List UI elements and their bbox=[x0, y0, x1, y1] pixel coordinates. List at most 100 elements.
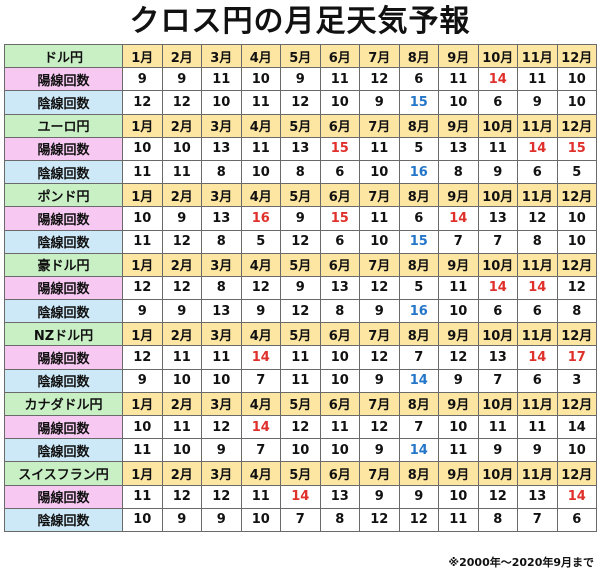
month-header-cell: 8月 bbox=[398, 113, 439, 138]
negative-value-cell: 8 bbox=[319, 507, 360, 532]
negative-value-cell: 8 bbox=[438, 159, 479, 185]
month-header-cell: 11月 bbox=[517, 43, 558, 69]
negative-value-cell: 9 bbox=[359, 438, 400, 463]
positive-value-cell: 11 bbox=[477, 136, 518, 161]
positive-value-cell: 13 bbox=[201, 136, 242, 161]
positive-label-cell: 陽線回数 bbox=[4, 67, 123, 92]
negative-value-cell: 7 bbox=[477, 368, 518, 393]
positive-value-cell: 12 bbox=[240, 275, 281, 301]
positive-value-cell: 14 bbox=[517, 136, 558, 161]
negative-value-cell: 6 bbox=[517, 368, 558, 393]
negative-value-cell: 9 bbox=[477, 438, 518, 463]
month-header-cell: 11月 bbox=[517, 252, 558, 277]
negative-value-cell: 8 bbox=[201, 159, 242, 185]
month-header-cell: 7月 bbox=[359, 252, 400, 277]
month-header-cell: 8月 bbox=[398, 391, 439, 417]
negative-count-row: 陰線回数 9 10 10 7 11 10 9 14 9 7 6 3 bbox=[4, 368, 597, 393]
month-header-cell: 12月 bbox=[556, 43, 597, 69]
positive-value-cell: 12 bbox=[359, 414, 400, 440]
negative-value-cell: 8 bbox=[319, 299, 360, 324]
positive-value-cell: 14 bbox=[517, 345, 558, 370]
pair-name-cell: カナダドル円 bbox=[4, 391, 123, 417]
negative-value-cell: 7 bbox=[240, 368, 281, 393]
negative-value-cell: 8 bbox=[556, 299, 597, 324]
negative-value-cell: 11 bbox=[240, 90, 281, 115]
negative-value-cell: 13 bbox=[201, 299, 242, 324]
month-header-cell: 1月 bbox=[122, 461, 163, 486]
negative-value-cell: 12 bbox=[161, 90, 202, 115]
positive-value-cell: 13 bbox=[477, 345, 518, 370]
negative-value-cell: 8 bbox=[280, 159, 321, 185]
month-header-cell: 3月 bbox=[201, 113, 242, 138]
positive-value-cell: 9 bbox=[122, 67, 163, 92]
negative-value-cell: 12 bbox=[161, 229, 202, 254]
positive-value-cell: 11 bbox=[161, 345, 202, 370]
negative-value-cell: 10 bbox=[201, 90, 242, 115]
negative-value-cell: 10 bbox=[319, 368, 360, 393]
positive-value-cell: 16 bbox=[240, 206, 281, 231]
positive-value-cell: 11 bbox=[161, 414, 202, 440]
month-header-cell: 5月 bbox=[280, 461, 321, 486]
positive-value-cell: 10 bbox=[240, 67, 281, 92]
month-header-cell: 4月 bbox=[240, 43, 281, 69]
month-header-cell: 3月 bbox=[201, 322, 242, 347]
month-header-cell: 3月 bbox=[201, 43, 242, 69]
negative-value-cell: 9 bbox=[122, 368, 163, 393]
negative-value-cell: 6 bbox=[477, 90, 518, 115]
month-header-cell: 2月 bbox=[161, 391, 202, 417]
footnote: ※2000年～2020年9月まで bbox=[448, 556, 594, 569]
positive-value-cell: 14 bbox=[517, 275, 558, 301]
negative-value-cell: 9 bbox=[438, 368, 479, 393]
month-header-cell: 12月 bbox=[556, 183, 597, 208]
month-header-cell: 2月 bbox=[161, 461, 202, 486]
negative-value-cell: 10 bbox=[556, 438, 597, 463]
positive-value-cell: 11 bbox=[359, 206, 400, 231]
positive-value-cell: 7 bbox=[398, 345, 439, 370]
pair-name-cell: ポンド円 bbox=[4, 183, 123, 208]
negative-value-cell: 6 bbox=[319, 159, 360, 185]
month-header-cell: 7月 bbox=[359, 183, 400, 208]
month-header-cell: 3月 bbox=[201, 391, 242, 417]
positive-value-cell: 12 bbox=[477, 484, 518, 509]
month-header-cell: 5月 bbox=[280, 43, 321, 69]
month-header-cell: 1月 bbox=[122, 183, 163, 208]
month-header-cell: 3月 bbox=[201, 183, 242, 208]
positive-count-row: 陽線回数 10 10 13 11 13 15 11 5 13 11 14 15 bbox=[4, 136, 597, 161]
negative-value-cell: 9 bbox=[477, 159, 518, 185]
month-header-cell: 9月 bbox=[438, 461, 479, 486]
negative-value-cell: 10 bbox=[556, 90, 597, 115]
month-header-cell: 10月 bbox=[477, 43, 518, 69]
negative-value-cell: 11 bbox=[122, 229, 163, 254]
positive-value-cell: 12 bbox=[517, 206, 558, 231]
negative-value-cell: 7 bbox=[477, 229, 518, 254]
pair-name-cell: ドル円 bbox=[4, 43, 123, 69]
positive-value-cell: 11 bbox=[201, 345, 242, 370]
positive-value-cell: 11 bbox=[240, 136, 281, 161]
month-header-cell: 2月 bbox=[161, 113, 202, 138]
positive-value-cell: 12 bbox=[359, 275, 400, 301]
pair-header-row: ドル円 1月 2月 3月 4月 5月 6月 7月 8月 9月 10月 11月 12月 bbox=[4, 43, 597, 69]
month-header-cell: 12月 bbox=[556, 322, 597, 347]
negative-value-cell: 8 bbox=[201, 229, 242, 254]
negative-value-cell: 10 bbox=[359, 229, 400, 254]
positive-value-cell: 12 bbox=[359, 345, 400, 370]
month-header-cell: 3月 bbox=[201, 461, 242, 486]
positive-label-cell: 陽線回数 bbox=[4, 275, 123, 301]
month-header-cell: 1月 bbox=[122, 252, 163, 277]
pair-header-row: ユーロ円 1月 2月 3月 4月 5月 6月 7月 8月 9月 10月 11月 12月 bbox=[4, 113, 597, 138]
month-header-cell: 7月 bbox=[359, 461, 400, 486]
page-title: クロス円の月足天気予報 bbox=[129, 4, 471, 39]
positive-value-cell: 14 bbox=[556, 484, 597, 509]
positive-value-cell: 9 bbox=[280, 67, 321, 92]
negative-value-cell: 6 bbox=[517, 299, 558, 324]
positive-value-cell: 11 bbox=[240, 484, 281, 509]
negative-label-cell: 陰線回数 bbox=[4, 229, 123, 254]
month-header-cell: 11月 bbox=[517, 322, 558, 347]
month-header-cell: 6月 bbox=[319, 461, 360, 486]
positive-value-cell: 14 bbox=[240, 414, 281, 440]
negative-value-cell: 9 bbox=[201, 438, 242, 463]
negative-count-row: 陰線回数 12 12 10 11 12 10 9 15 10 6 9 10 bbox=[4, 90, 597, 115]
positive-value-cell: 12 bbox=[122, 345, 163, 370]
month-header-cell: 5月 bbox=[280, 322, 321, 347]
positive-value-cell: 10 bbox=[161, 136, 202, 161]
